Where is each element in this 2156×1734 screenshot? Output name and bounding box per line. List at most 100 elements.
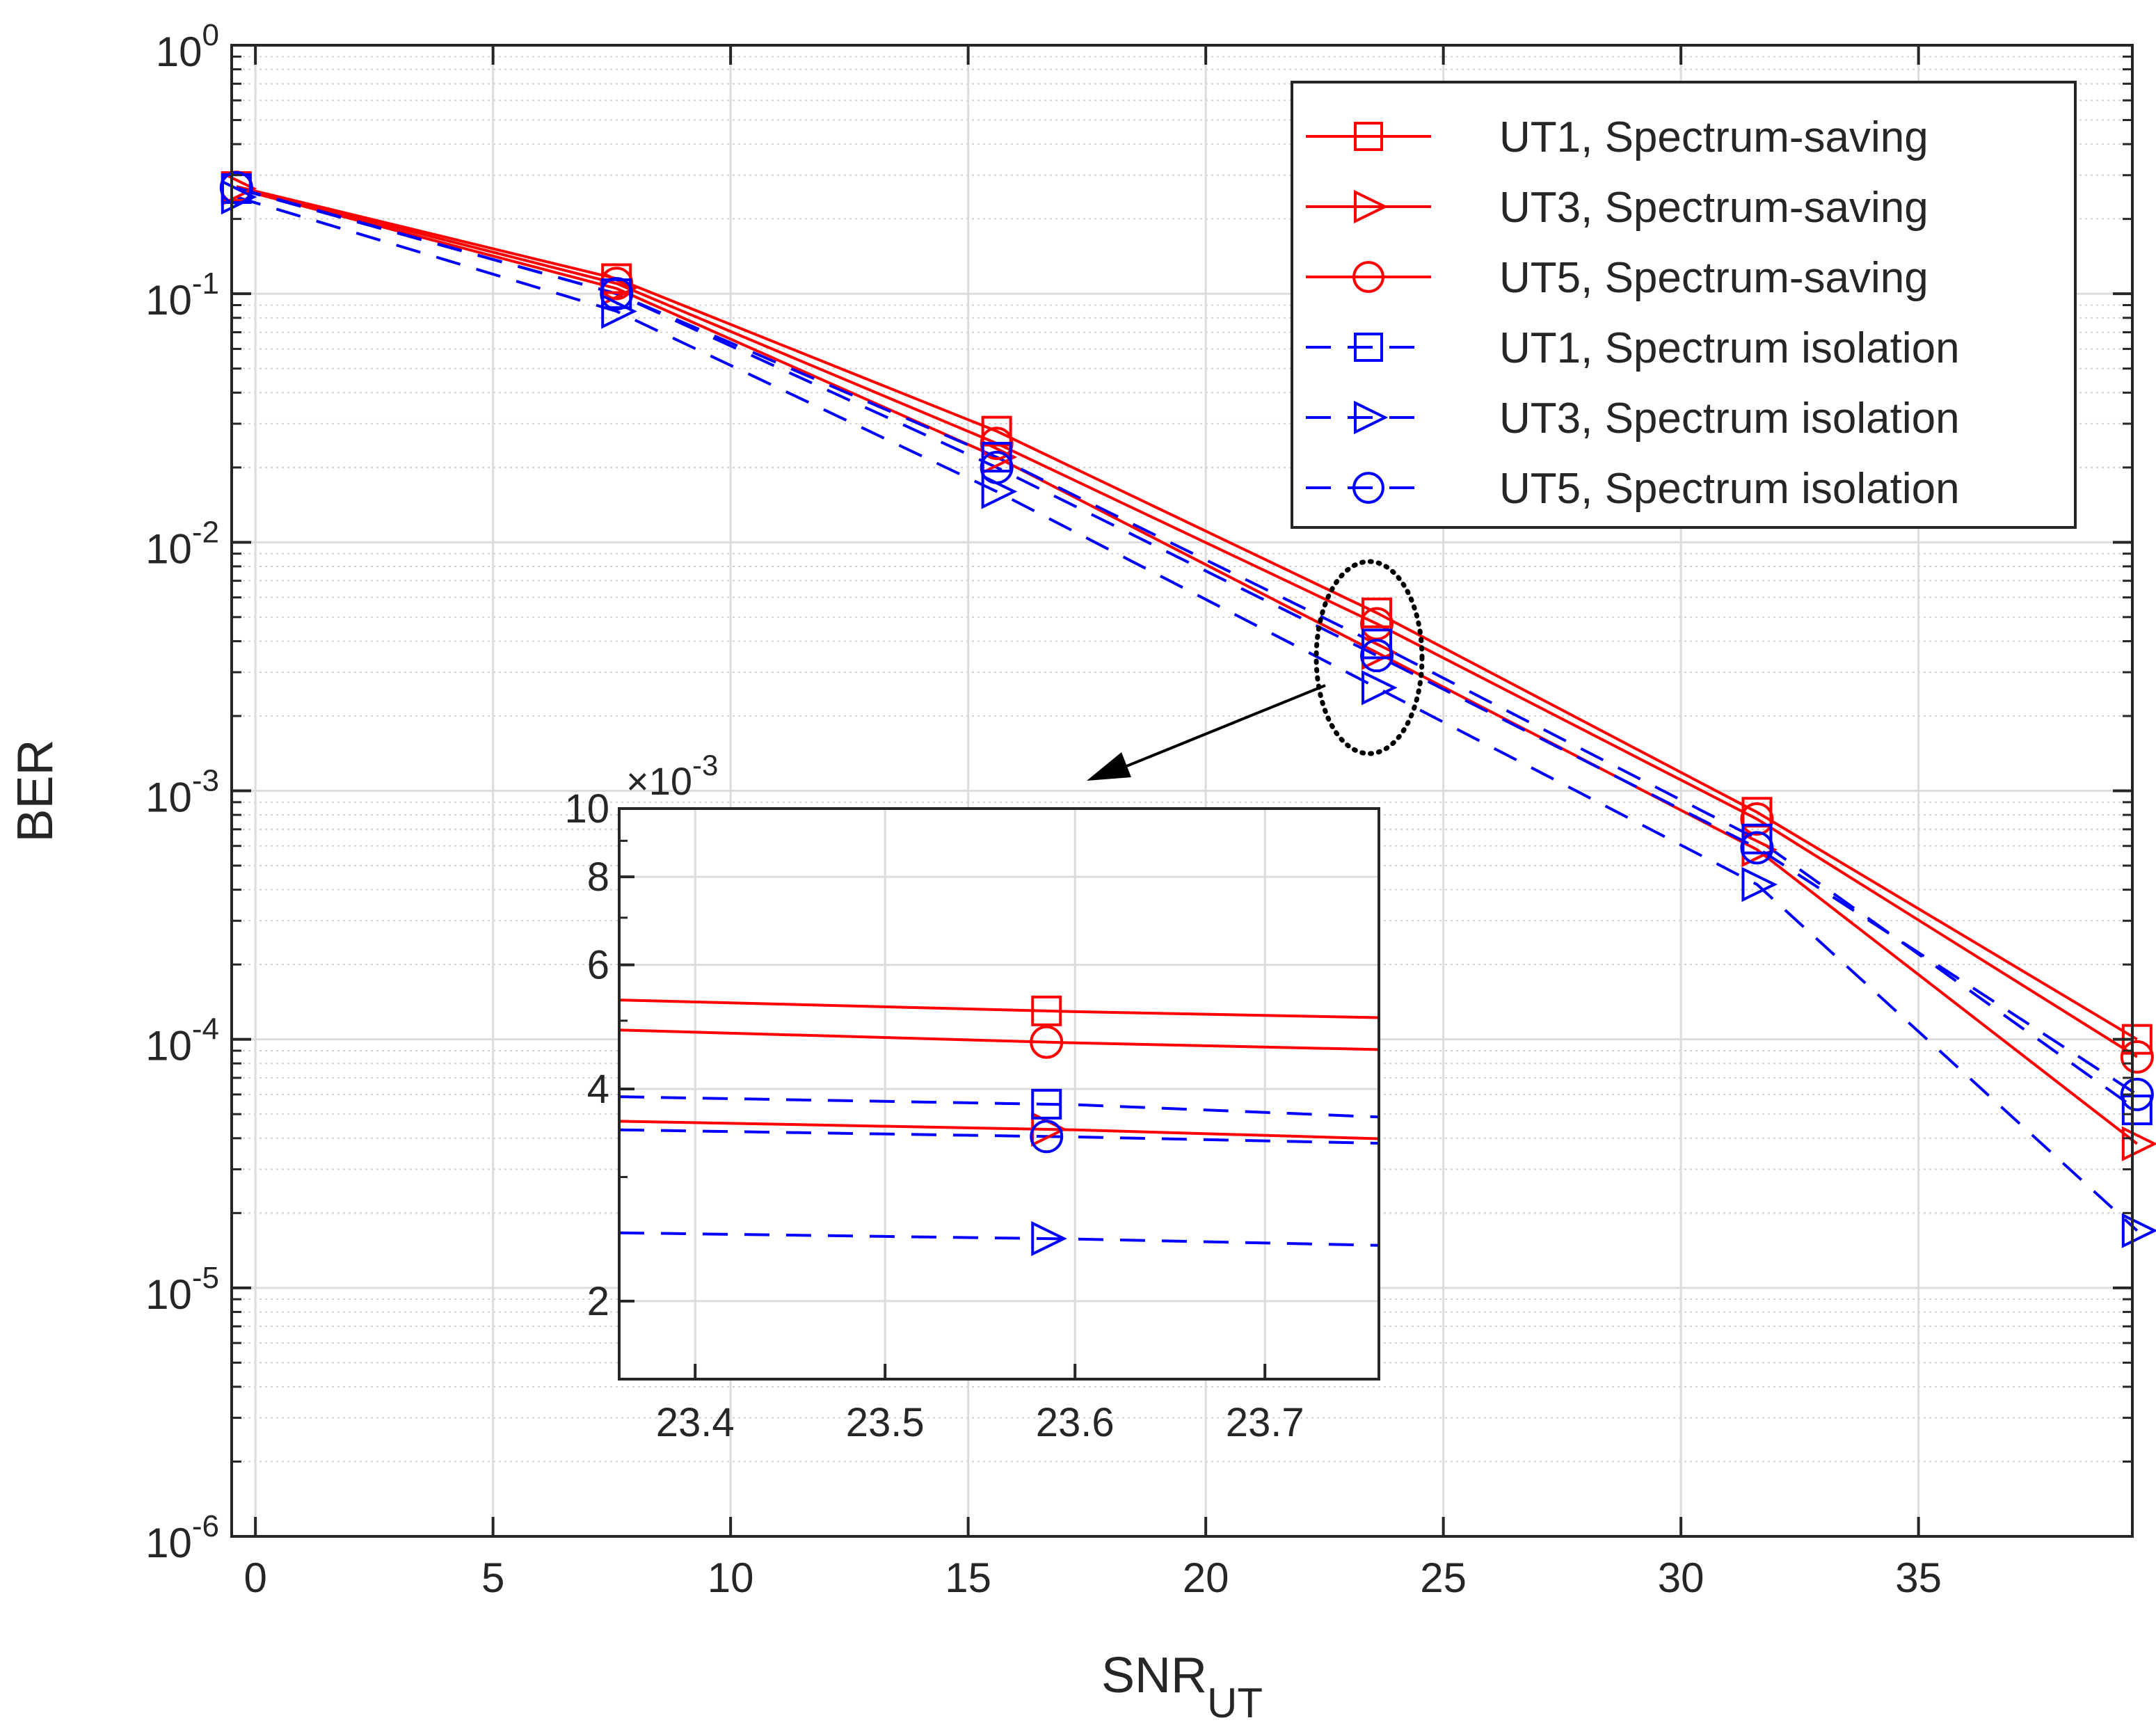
data-point-s5 bbox=[1741, 866, 1778, 902]
y-tick-exponent: -5 bbox=[192, 1261, 219, 1295]
data-point-s4 bbox=[981, 442, 1012, 473]
legend-label: UT5, Spectrum-saving bbox=[1499, 254, 1929, 302]
inset-background bbox=[619, 809, 1379, 1379]
data-point-s5 bbox=[601, 294, 637, 329]
x-tick-label: 5 bbox=[481, 1554, 504, 1601]
inset-data-point-s5 bbox=[1031, 1220, 1067, 1257]
inset-y-multiplier: ×10-3 bbox=[626, 749, 718, 803]
legend-item: UT3, Spectrum-saving bbox=[1306, 184, 1929, 232]
series-line-4 bbox=[236, 187, 2138, 1111]
series-line-5 bbox=[236, 196, 2139, 1232]
inset-x-tick-label: 23.5 bbox=[846, 1400, 925, 1445]
inset-y-multiplier-exponent: -3 bbox=[692, 749, 718, 781]
series-lines bbox=[236, 185, 2139, 1232]
inset-frame bbox=[618, 807, 1380, 1381]
inset-y-multiplier-prefix: ×10 bbox=[626, 759, 692, 803]
inset-y-tick-label: 4 bbox=[587, 1067, 609, 1112]
data-point-s6 bbox=[980, 450, 1014, 484]
legend-label: UT3, Spectrum-saving bbox=[1499, 184, 1929, 232]
data-point-s6 bbox=[600, 277, 634, 311]
y-tick-label: 10-5 bbox=[145, 1261, 219, 1318]
inset-data-point-s3 bbox=[1030, 1025, 1064, 1059]
legend-label: UT5, Spectrum isolation bbox=[1499, 465, 1960, 513]
y-tick-exponent: -6 bbox=[192, 1509, 219, 1543]
x-tick-label: 15 bbox=[945, 1554, 991, 1601]
x-tick-label: 30 bbox=[1658, 1554, 1704, 1601]
inset-x-tick-label: 23.7 bbox=[1226, 1400, 1304, 1445]
inset-series-lines bbox=[618, 999, 1380, 1247]
inset-data-point-s1 bbox=[1031, 995, 1062, 1026]
series-line-6 bbox=[236, 186, 2138, 1096]
inset-y-tick-label: 8 bbox=[587, 854, 609, 900]
legend-item: UT1, Spectrum-saving bbox=[1306, 113, 1929, 161]
y-tick-base: 10 bbox=[145, 1520, 192, 1566]
inset-x-tick-label: 23.6 bbox=[1036, 1400, 1115, 1445]
data-point-s4 bbox=[2121, 1095, 2153, 1126]
y-tick-base: 10 bbox=[145, 1271, 192, 1318]
x-tick-label: 10 bbox=[708, 1554, 754, 1601]
y-tick-exponent: -3 bbox=[192, 764, 219, 798]
x-tick-labels: 0 5 10 15 20 25 30 35 bbox=[243, 1554, 1942, 1601]
x-axis-label: SNRUT bbox=[1101, 1648, 1263, 1726]
y-tick-base: 10 bbox=[156, 29, 202, 75]
zoom-arrowhead bbox=[1087, 752, 1131, 781]
data-point-s5 bbox=[1362, 670, 1398, 706]
data-point-s5 bbox=[2121, 1213, 2156, 1248]
legend-item: UT1, Spectrum isolation bbox=[1306, 324, 1960, 372]
y-tick-exponent: -1 bbox=[192, 267, 219, 301]
y-tick-label: 10-1 bbox=[145, 267, 219, 324]
x-tick-label: 0 bbox=[243, 1554, 266, 1601]
axis-ticks bbox=[232, 44, 2132, 1538]
y-tick-label: 10-4 bbox=[145, 1012, 219, 1069]
y-tick-base: 10 bbox=[145, 277, 192, 324]
data-point-s5 bbox=[221, 179, 257, 215]
zoom-region-ellipse bbox=[1313, 559, 1425, 756]
y-tick-exponent: -4 bbox=[192, 1012, 219, 1047]
x-tick-label: 20 bbox=[1183, 1554, 1229, 1601]
series-line-2 bbox=[236, 187, 2139, 1145]
y-tick-label: 10-2 bbox=[145, 515, 219, 572]
legend-marker bbox=[1354, 333, 1383, 362]
series-line-3 bbox=[236, 186, 2138, 1058]
legend-marker bbox=[1352, 261, 1384, 293]
data-point-s1 bbox=[981, 415, 1012, 447]
y-tick-label: 100 bbox=[156, 18, 219, 75]
x-tick-label: 35 bbox=[1895, 1554, 1942, 1601]
x-axis-label-main: SNR bbox=[1101, 1648, 1207, 1703]
legend-marker bbox=[1354, 122, 1383, 151]
inset-y-tick-labels: 2 4 6 8 10 bbox=[564, 786, 609, 1324]
y-tick-base: 10 bbox=[145, 1023, 192, 1069]
data-point-s1 bbox=[1362, 597, 1393, 628]
y-tick-exponent: -2 bbox=[192, 515, 219, 549]
data-point-s6 bbox=[1360, 639, 1394, 673]
inset-y-tick-label: 10 bbox=[564, 786, 609, 832]
data-point-s6 bbox=[2120, 1077, 2154, 1111]
inset-series-line-1 bbox=[618, 999, 1380, 1019]
data-point-s4 bbox=[1362, 628, 1393, 660]
y-tick-label: 10-6 bbox=[145, 1509, 219, 1566]
legend-item: UT5, Spectrum-saving bbox=[1306, 254, 1929, 302]
legend-marker bbox=[1354, 189, 1389, 224]
inset-series-line-2 bbox=[618, 1120, 1380, 1140]
inset-y-tick-label: 2 bbox=[587, 1279, 609, 1324]
legend: UT1, Spectrum-saving UT3, Spectrum-saving… bbox=[1291, 81, 2077, 529]
inset-x-tick-label: 23.4 bbox=[656, 1400, 735, 1445]
legend-label: UT1, Spectrum isolation bbox=[1499, 324, 1960, 372]
y-tick-exponent: 0 bbox=[202, 18, 219, 52]
inset-x-tick-labels: 23.4 23.5 23.6 23.7 bbox=[656, 1400, 1304, 1445]
inset-data-point-s6 bbox=[1030, 1120, 1064, 1154]
data-point-s6 bbox=[1740, 831, 1774, 865]
legend-item: UT3, Spectrum isolation bbox=[1306, 395, 1960, 443]
legend-marker bbox=[1352, 472, 1384, 504]
legend-label: UT3, Spectrum isolation bbox=[1499, 395, 1960, 443]
inset-ticks bbox=[619, 807, 1267, 1379]
y-tick-base: 10 bbox=[145, 774, 192, 821]
x-tick-label: 25 bbox=[1420, 1554, 1467, 1601]
zoom-annotation bbox=[1087, 559, 1425, 781]
inset-data-point-s4 bbox=[1031, 1088, 1062, 1120]
data-point-s6 bbox=[219, 170, 253, 205]
inset-series-line-3 bbox=[618, 1028, 1380, 1051]
inset-plot: 23.4 23.5 23.6 23.7 2 4 6 8 10 ×10-3 bbox=[564, 749, 1380, 1445]
inset-markers bbox=[1030, 995, 1067, 1257]
data-point-s3 bbox=[1740, 802, 1774, 836]
